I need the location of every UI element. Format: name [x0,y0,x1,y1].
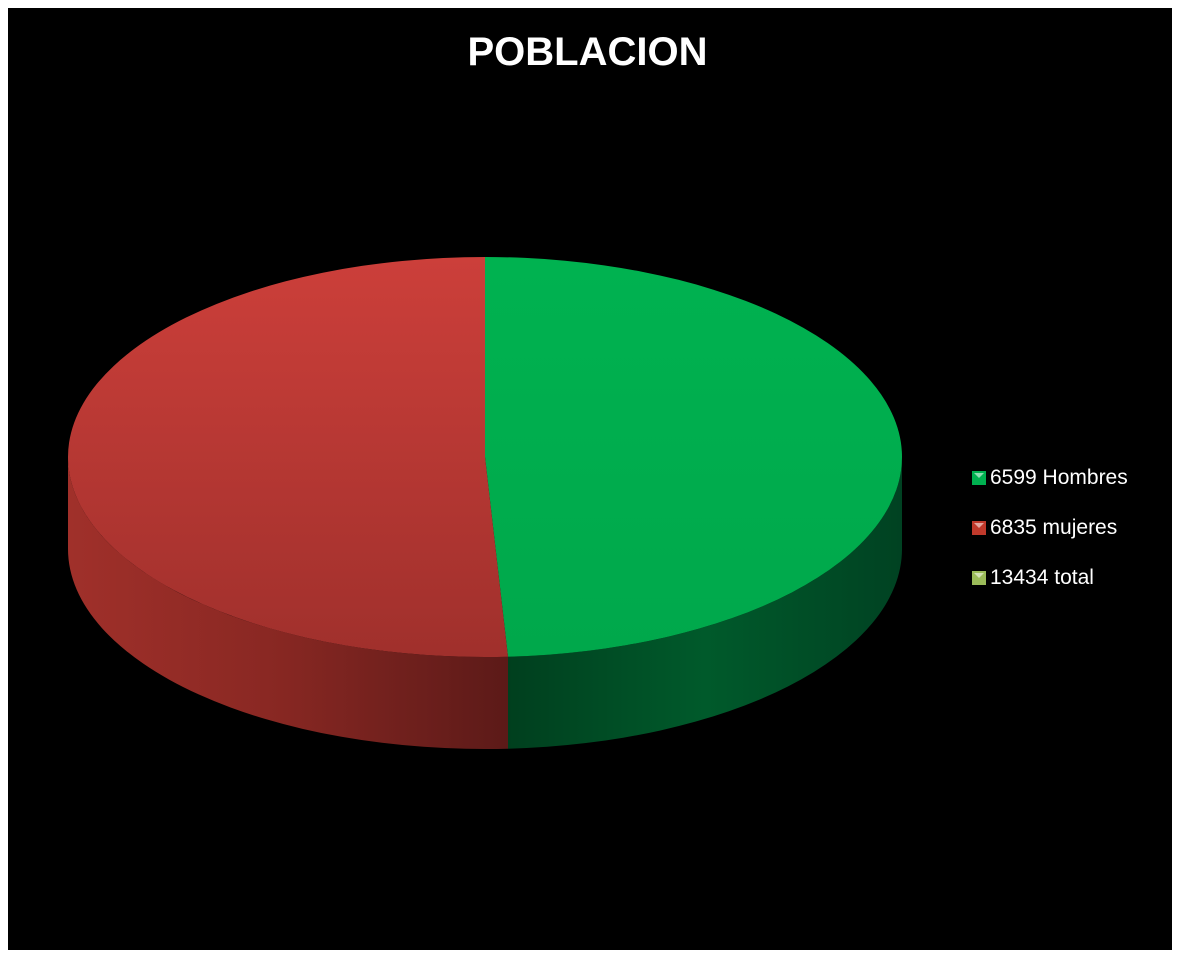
chart-title: POBLACION [467,30,708,74]
slice-hombres [485,257,902,657]
slice-hombres-side [508,457,902,749]
legend-label: 6599 Hombres [990,466,1128,489]
legend-item-mujeres: 6835 mujeres [972,516,1128,540]
slice-mujeres-side [68,457,509,749]
legend-label: 6835 mujeres [990,516,1118,539]
legend-item-total: 13434 total [972,566,1128,590]
legend-label: 13434 total [990,566,1094,589]
slice-mujeres [67,257,509,658]
legend-swatch-hombres [972,471,986,485]
legend-swatch-total [972,571,986,585]
legend-swatch-mujeres [972,521,986,535]
legend: 6599 Hombres 6835 mujeres 13434 total [972,466,1128,616]
legend-item-hombres: 6599 Hombres [972,466,1128,490]
